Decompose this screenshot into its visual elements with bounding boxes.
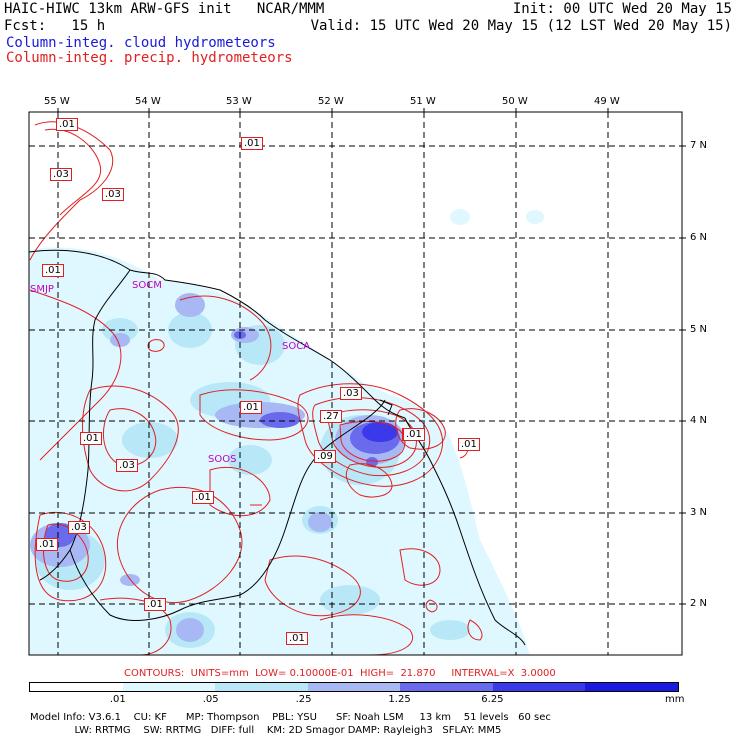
- contour-info: CONTOURS: UNITS=mm LOW= 0.10000E-01 HIGH…: [124, 668, 556, 679]
- colorbar-tick-label: .01: [109, 694, 126, 705]
- contour-label: .03: [116, 459, 138, 472]
- station-label-soca: SOCA: [282, 341, 311, 352]
- legend-cloud-field: Column-integ. cloud hydrometeors: [6, 35, 276, 51]
- contour-label: .03: [102, 188, 124, 201]
- colorbar-frame: [29, 682, 679, 692]
- station-label-soos: SOOS: [208, 454, 237, 465]
- colorbar-segment: [215, 683, 308, 691]
- legend-precip-field: Column-integ. precip. hydrometeors: [6, 50, 293, 66]
- lat-label-3n: 3 N: [690, 507, 708, 518]
- contour-label: .03: [340, 387, 362, 400]
- colorbar-segment: [307, 683, 401, 691]
- contour-label: .01: [42, 264, 64, 277]
- header-line1-left: HAIC-HIWC 13km ARW-GFS init NCAR/MMM: [4, 1, 325, 17]
- contour-label: .01: [241, 137, 263, 150]
- contour-label: .01: [240, 401, 262, 414]
- contour-label: .01: [80, 432, 102, 445]
- map-frame: [28, 111, 683, 656]
- lon-label-55w: 55 W: [44, 96, 70, 107]
- lat-lon-grid: [29, 112, 682, 655]
- contour-label: .01: [192, 491, 214, 504]
- model-info-line1: Model Info: V3.6.1 CU: KF MP: Thompson P…: [30, 712, 551, 723]
- colorbar-segment: [400, 683, 493, 691]
- model-info-line2: LW: RRTMG SW: RRTMG DIFF: full KM: 2D Sm…: [30, 725, 502, 736]
- colorbar-tick-label: .05: [202, 694, 219, 705]
- contour-label: .01: [403, 428, 425, 441]
- cloud-shading: [29, 209, 544, 655]
- colorbar-tick-label: 6.25: [481, 694, 504, 705]
- lon-label-49w: 49 W: [594, 96, 620, 107]
- lat-label-2n: 2 N: [690, 598, 708, 609]
- contour-label: .27: [320, 410, 342, 423]
- lon-label-50w: 50 W: [502, 96, 528, 107]
- colorbar-unit: mm: [665, 694, 685, 705]
- colorbar-tick-label: .25: [295, 694, 312, 705]
- lon-label-51w: 51 W: [410, 96, 436, 107]
- colorbar-segment: [122, 683, 216, 691]
- header-init-time: Init: 00 UTC Wed 20 May 15: [512, 1, 732, 17]
- colorbar-segment: [585, 683, 679, 691]
- station-label-socm: SOCM: [132, 280, 162, 291]
- lat-label-7n: 7 N: [690, 140, 708, 151]
- contour-label: .01: [458, 438, 480, 451]
- contour-label: .01: [144, 598, 166, 611]
- contour-label: .01: [286, 632, 308, 645]
- lon-label-52w: 52 W: [318, 96, 344, 107]
- lon-label-53w: 53 W: [226, 96, 252, 107]
- colorbar-segment: [492, 683, 586, 691]
- colorbar-tick-label: 1.25: [388, 694, 411, 705]
- contour-label: .01: [36, 538, 58, 551]
- contour-label: .09: [314, 450, 336, 463]
- lat-label-6n: 6 N: [690, 232, 708, 243]
- lat-label-5n: 5 N: [690, 324, 708, 335]
- lon-label-54w: 54 W: [135, 96, 161, 107]
- header-forecast-hour: Fcst: 15 h: [4, 18, 106, 34]
- contour-label: .01: [56, 118, 78, 131]
- contour-label: .03: [68, 521, 90, 534]
- colorbar-segment: [30, 683, 123, 691]
- station-label-smjp: SMJP: [30, 284, 54, 295]
- contour-label: .03: [50, 168, 72, 181]
- header-valid-time: Valid: 15 UTC Wed 20 May 15 (12 LST Wed …: [310, 18, 732, 34]
- axis-ticks: [57, 108, 686, 605]
- lat-label-4n: 4 N: [690, 415, 708, 426]
